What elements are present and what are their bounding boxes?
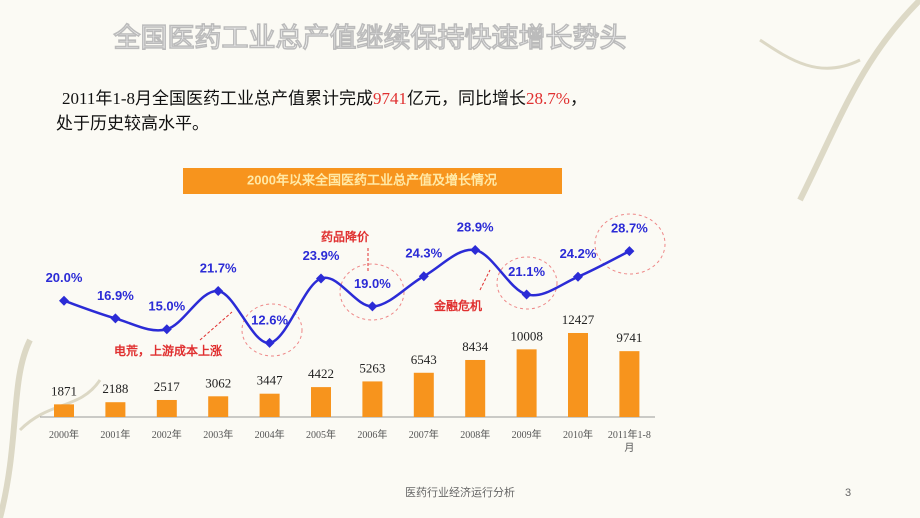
- growth-value-label: 24.2%: [560, 246, 597, 261]
- bar: [311, 387, 331, 417]
- bar-value-label: 12427: [562, 312, 595, 327]
- body-text: 2011年1-8月全国医药工业总产值累计完成9741亿元，同比增长28.7%， 处…: [56, 86, 676, 136]
- highlight-circles: [241, 213, 666, 357]
- bar: [465, 359, 486, 417]
- annotation: 药品降价: [321, 229, 370, 244]
- bar: [105, 402, 126, 417]
- growth-marker: [624, 246, 635, 257]
- body-run: 2011年1-8月全国医药工业总产值累计完成: [62, 89, 374, 108]
- growth-marker: [161, 324, 172, 335]
- bar: [516, 349, 537, 417]
- x-tick-label: 2001年: [100, 430, 131, 441]
- x-tick-label: 2004年: [254, 430, 285, 441]
- x-tick-label: 2008年: [460, 430, 491, 441]
- growth-marker: [418, 271, 429, 282]
- x-tick-label: 2009年: [511, 430, 542, 441]
- growth-marker: [316, 273, 326, 284]
- x-tick-label: 2006年: [357, 430, 388, 441]
- bar-value-label: 9741: [616, 330, 642, 345]
- x-tick-label: 2010年: [563, 430, 593, 441]
- body-run: ，: [569, 89, 587, 108]
- bar-value-label: 4422: [308, 366, 334, 381]
- bar-value-label: 8434: [462, 339, 489, 354]
- growth-marker: [213, 286, 224, 297]
- annotation-arrows: [199, 248, 491, 341]
- growth-value-label: 28.9%: [457, 219, 494, 234]
- growth-value-label: 19.0%: [354, 276, 391, 291]
- bar: [619, 351, 640, 417]
- growth-marker: [521, 289, 532, 300]
- growth-value-label: 24.3%: [405, 246, 442, 261]
- chart-title: 2000年以来全国医药工业总产值及增长情况: [247, 172, 497, 187]
- x-tick-label: 2007年: [408, 430, 439, 441]
- bar-value-label: 10008: [510, 328, 543, 343]
- bar: [208, 396, 229, 417]
- growth-value-label: 20.0%: [46, 270, 83, 285]
- page-number: 3: [845, 487, 851, 499]
- growth-marker: [264, 337, 275, 348]
- bar: [362, 381, 383, 417]
- growth-marker: [110, 313, 121, 324]
- bar: [259, 393, 280, 417]
- footer: 医药行业经济运行分析: [405, 485, 515, 499]
- bar: [54, 404, 74, 417]
- x-tick-label: 2011年1-8月: [607, 430, 651, 454]
- growth-value-label: 15.0%: [148, 299, 185, 314]
- growth-marker: [367, 301, 378, 312]
- bar-value-label: 2188: [102, 381, 128, 396]
- growth-value-label: 16.9%: [97, 288, 134, 303]
- growth-value-label: 21.1%: [508, 264, 545, 279]
- bar: [156, 399, 177, 417]
- growth-value-label: 12.6%: [251, 312, 288, 327]
- x-tick-label: 2000年: [49, 430, 79, 441]
- body-run: 处于历史较高水平。: [56, 114, 209, 133]
- body-run: 9741: [373, 89, 408, 108]
- bar-value-label: 6543: [411, 352, 437, 367]
- growth-value-label: 21.7%: [200, 260, 237, 275]
- chart-title-box: [183, 168, 562, 194]
- bar: [413, 372, 434, 417]
- x-tick-label: 2002年: [151, 430, 182, 441]
- growth-marker: [470, 245, 481, 255]
- slide-title: 全国医药工业总产值继续保持快速增长势头: [113, 22, 627, 53]
- body-run: 亿元，同比增长: [407, 89, 527, 108]
- x-tick-label: 2005年: [306, 430, 336, 441]
- body-run: 28.7%: [526, 89, 570, 108]
- annotation: 电荒，上游成本上涨: [114, 343, 222, 358]
- bar: [568, 332, 588, 417]
- bar-value-label: 3062: [205, 375, 231, 390]
- growth-value-label: 28.7%: [611, 221, 648, 236]
- growth-marker: [573, 271, 583, 282]
- growth-marker: [59, 295, 69, 306]
- annotation: 金融危机: [433, 298, 482, 313]
- bar-value-label: 5263: [359, 360, 385, 375]
- bar-value-label: 3447: [257, 373, 284, 388]
- bar-value-label: 1871: [51, 383, 77, 398]
- x-tick-label: 2003年: [203, 430, 234, 441]
- growth-value-label: 23.9%: [303, 248, 340, 263]
- bar-value-label: 2517: [154, 379, 181, 394]
